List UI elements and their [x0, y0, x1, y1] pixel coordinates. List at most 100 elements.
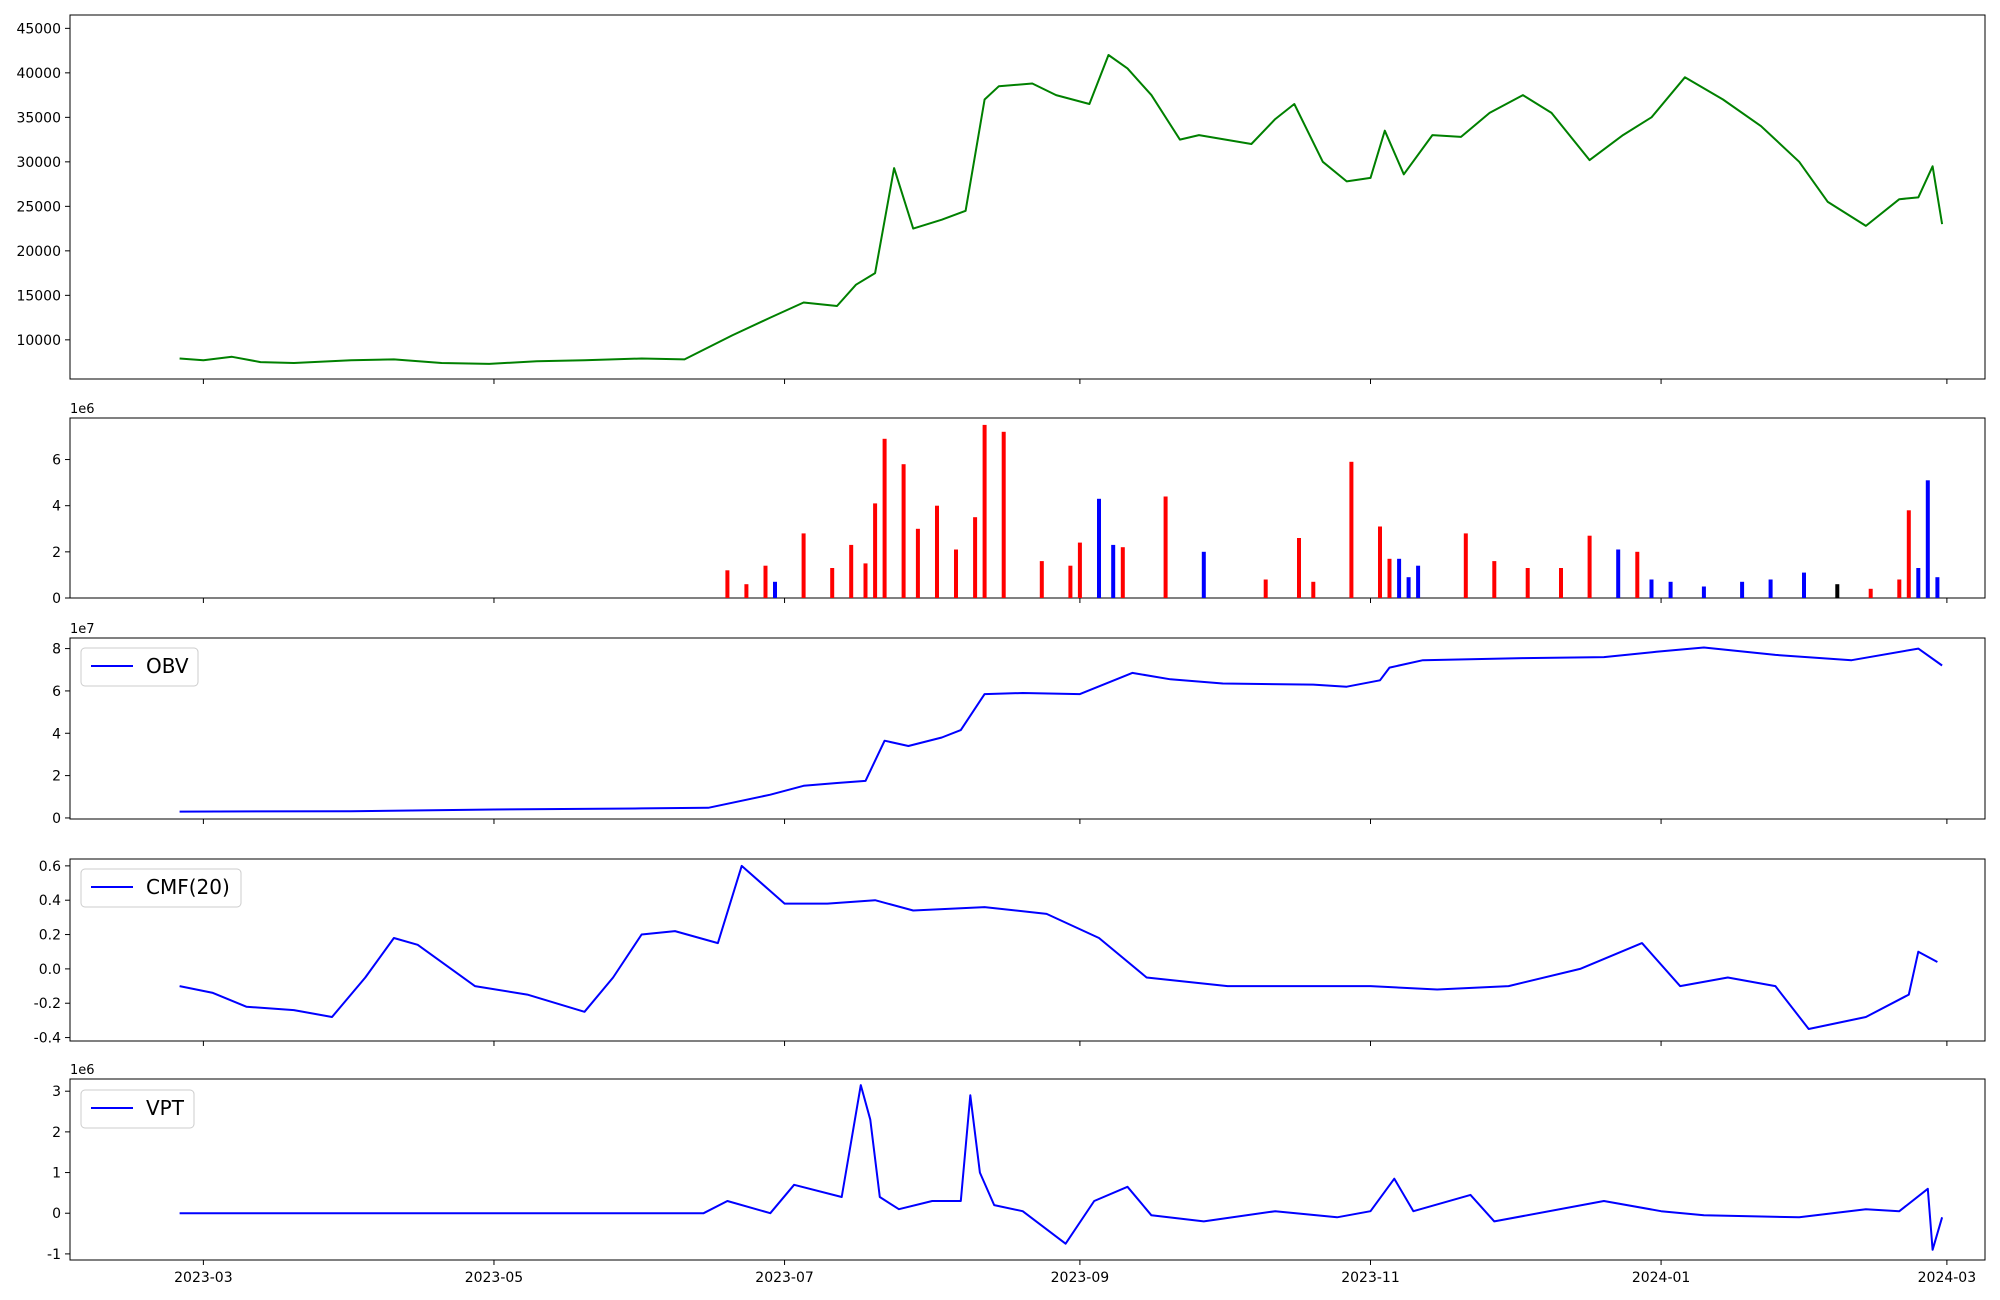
y-tick-label: 4 [52, 499, 61, 515]
volume-bar [1311, 581, 1316, 598]
volume-plot-area [202, 424, 1948, 603]
volume-bar [1897, 579, 1902, 598]
y-tick-label: 6 [52, 453, 61, 469]
y-tick-label: 1 [52, 1166, 61, 1182]
volume-bar [1077, 542, 1082, 598]
y-tick-label: 30000 [16, 155, 61, 171]
y-tick-label: -0.2 [34, 996, 61, 1012]
obv-panel: 1e7 0 2 4 6 8 OBV [52, 622, 1986, 827]
volume-bar [873, 503, 878, 598]
y-tick-label: 3 [52, 1084, 61, 1100]
volume-bar [1835, 584, 1840, 598]
volume-bar [1740, 581, 1745, 598]
x-tick-label: 2024-03 [1918, 1270, 1977, 1286]
cmf-axes-frame [69, 858, 1986, 1042]
volume-bar [1263, 579, 1268, 598]
cmf-y-axis: -0.4 -0.2 0.0 0.2 0.4 0.6 [34, 859, 70, 1047]
volume-bar [1616, 549, 1621, 598]
volume-bar [1649, 579, 1654, 598]
volume-bar [1416, 565, 1421, 598]
price-panel: 10000 15000 20000 25000 30000 35000 40000 45000 [16, 14, 1986, 384]
obv-axes-frame [69, 637, 1986, 820]
obv-plot-area [179, 646, 1948, 824]
y-tick-label: 40000 [16, 66, 61, 82]
y-tick-label: -1 [47, 1247, 61, 1263]
volume-bar [1802, 572, 1806, 598]
vpt-axes-frame [69, 1078, 1986, 1261]
y-tick-label: 0 [52, 811, 61, 827]
volume-bar [901, 464, 906, 598]
volume-bar [954, 549, 958, 598]
volume-bar [1559, 568, 1563, 598]
vpt-plot-area [179, 1084, 1948, 1265]
y-tick-label: 0.4 [39, 893, 61, 909]
volume-bar [1397, 558, 1402, 598]
y-tick-label: 35000 [16, 110, 61, 126]
obv-legend-label: OBV [146, 654, 189, 678]
price-plot-area [179, 54, 1948, 384]
volume-bar [1668, 581, 1673, 598]
y-tick-label: 0 [52, 591, 61, 607]
obv-y-axis: 0 2 4 6 8 [52, 642, 70, 827]
y-tick-label: 15000 [16, 288, 61, 304]
volume-axes-frame [69, 417, 1986, 599]
volume-bar [882, 438, 887, 598]
volume-bar [830, 568, 835, 598]
obv-legend: OBV [80, 647, 199, 687]
volume-axis-multiplier: 1e6 [70, 402, 95, 417]
price-y-axis: 10000 15000 20000 25000 30000 35000 40000 45000 [16, 21, 70, 349]
y-tick-label: 6 [52, 684, 61, 700]
volume-bar [1201, 551, 1206, 598]
vpt-legend-label: VPT [146, 1096, 185, 1120]
volume-bar [773, 581, 777, 598]
x-tick-label: 2023-11 [1341, 1270, 1400, 1286]
vpt-legend: VPT [80, 1089, 195, 1129]
cmf-legend-label: CMF(20) [146, 875, 230, 899]
volume-bar [1378, 526, 1382, 598]
x-tick-label: 2023-05 [465, 1270, 524, 1286]
y-tick-label: 2 [52, 769, 61, 785]
volume-bar [1701, 586, 1706, 598]
volume-bar [1097, 498, 1101, 598]
volume-bar [1587, 535, 1592, 598]
y-tick-label: 0.0 [39, 962, 61, 978]
y-tick-label: 2 [52, 1125, 61, 1141]
volume-bar [1492, 561, 1497, 598]
y-tick-label: 4 [52, 726, 61, 742]
volume-bar [1001, 431, 1006, 598]
volume-bar [1039, 561, 1044, 598]
y-tick-label: 0.6 [39, 859, 61, 875]
volume-bar [1916, 568, 1921, 598]
volume-y-axis: 0 2 4 6 [52, 453, 70, 607]
y-tick-label: 8 [52, 642, 61, 658]
volume-bar [973, 517, 978, 598]
volume-bar [849, 544, 854, 598]
obv-series-line [179, 646, 1943, 813]
y-tick-label: 45000 [16, 21, 61, 37]
volume-panel: 1e6 0 2 4 6 [52, 402, 1986, 607]
volume-bar [1906, 510, 1911, 598]
volume-bar [915, 528, 920, 598]
y-tick-label: -0.4 [34, 1031, 61, 1047]
price-series-line [179, 54, 1944, 365]
volume-bar [1120, 547, 1125, 598]
price-axes-frame [69, 14, 1986, 380]
volume-bar [1935, 577, 1940, 598]
volume-bar [1297, 538, 1301, 598]
volume-bar [982, 424, 987, 598]
x-tick-label: 2023-03 [174, 1270, 233, 1286]
vpt-axis-multiplier: 1e6 [70, 1063, 95, 1078]
obv-axis-multiplier: 1e7 [70, 622, 95, 637]
volume-bar [744, 584, 749, 598]
volume-bar [1068, 565, 1073, 598]
volume-bar [1163, 496, 1168, 598]
cmf-legend: CMF(20) [80, 868, 242, 908]
cmf-panel: -0.4 -0.2 0.0 0.2 0.4 0.6 CMF(20) [34, 858, 1986, 1047]
cmf-legend-box [80, 868, 242, 908]
volume-bar [763, 565, 768, 598]
y-tick-label: 0.2 [39, 928, 61, 944]
volume-bar [863, 563, 868, 598]
date-x-axis: 2023-03 2023-05 2023-07 2023-09 2023-11 2024-… [174, 1270, 1976, 1286]
vpt-y-axis: -1 0 1 2 3 [47, 1084, 70, 1263]
